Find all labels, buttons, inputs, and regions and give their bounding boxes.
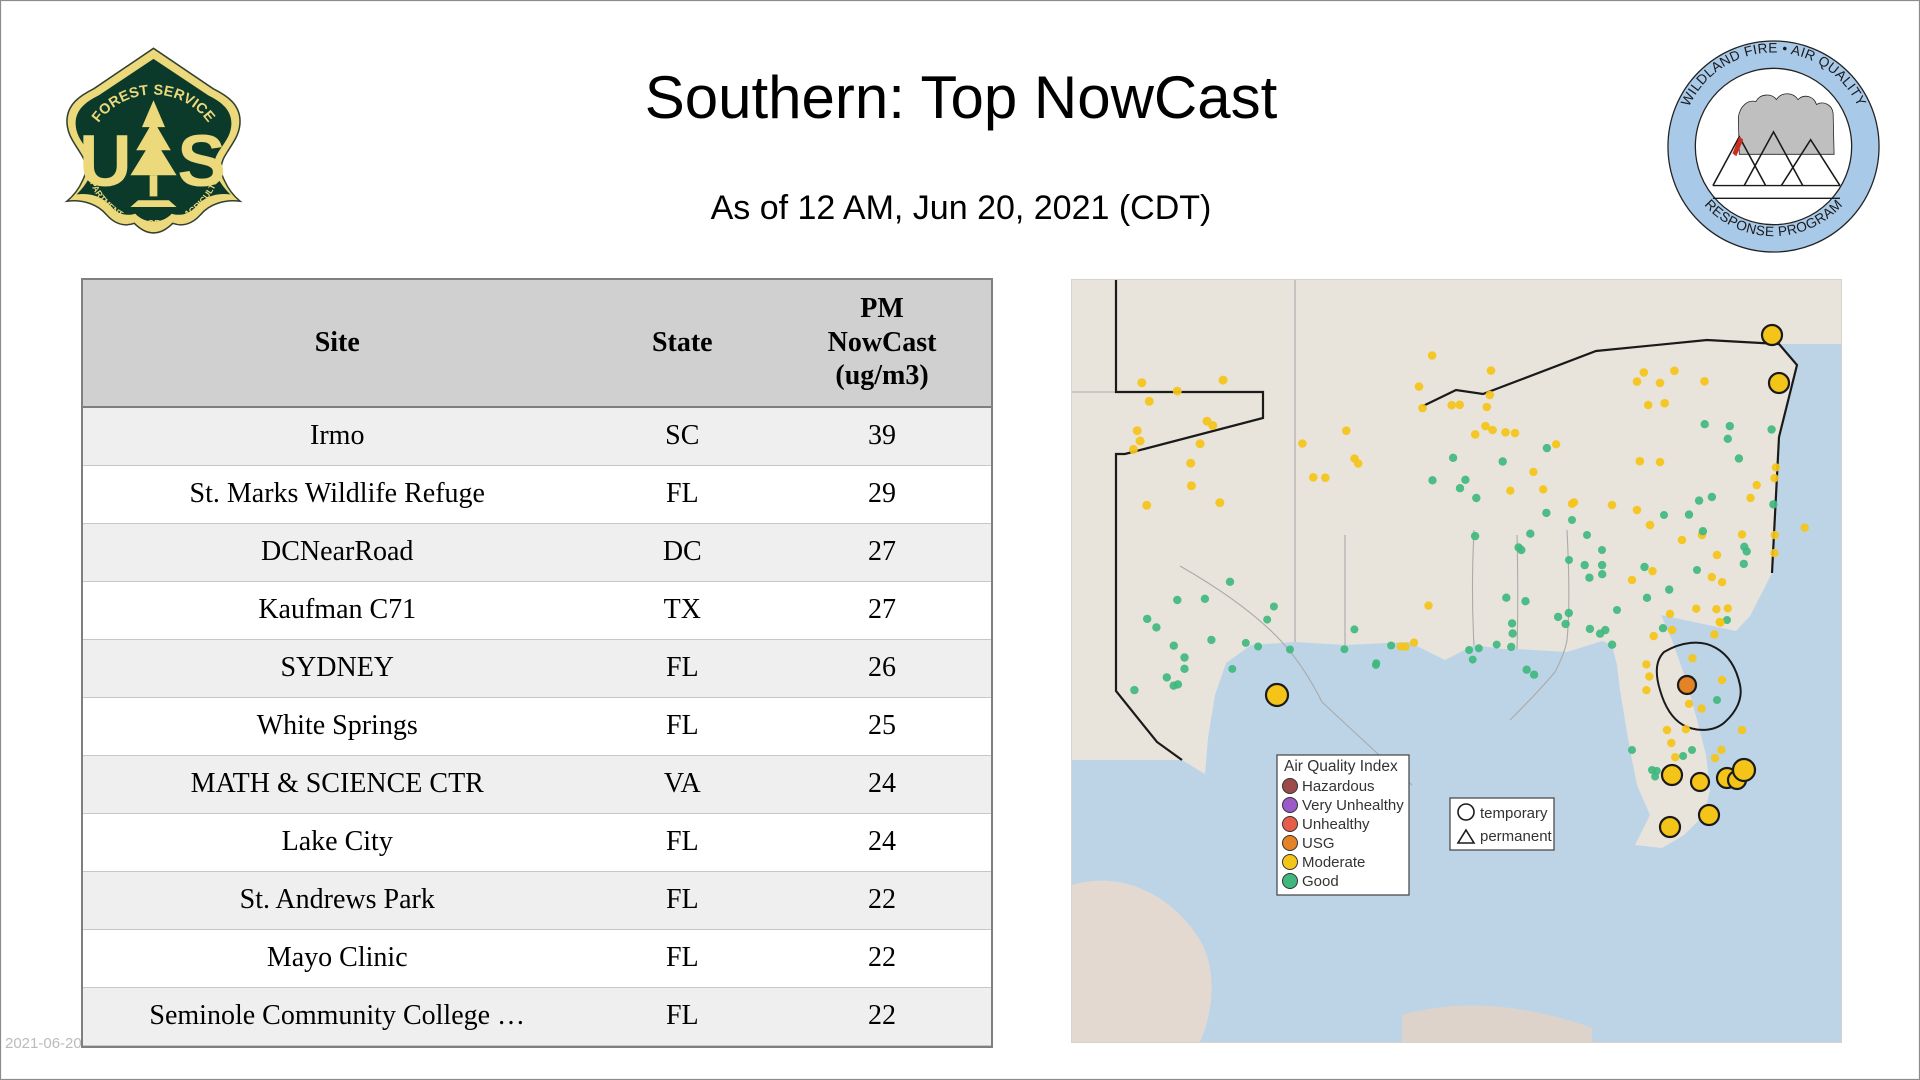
svg-text:Good: Good [1302, 873, 1339, 890]
svg-text:Moderate: Moderate [1302, 854, 1365, 871]
svg-text:temporary: temporary [1480, 805, 1548, 822]
svg-text:USG: USG [1302, 835, 1335, 852]
svg-text:Hazardous: Hazardous [1302, 778, 1375, 795]
svg-text:S: S [177, 121, 226, 202]
svg-text:U: U [79, 121, 132, 202]
svg-text:permanent: permanent [1480, 828, 1553, 845]
svg-text:OF: OF [148, 218, 160, 228]
svg-text:Unhealthy: Unhealthy [1302, 816, 1370, 833]
svg-text:Very Unhealthy: Very Unhealthy [1302, 797, 1404, 814]
svg-text:Air Quality Index: Air Quality Index [1284, 758, 1398, 775]
